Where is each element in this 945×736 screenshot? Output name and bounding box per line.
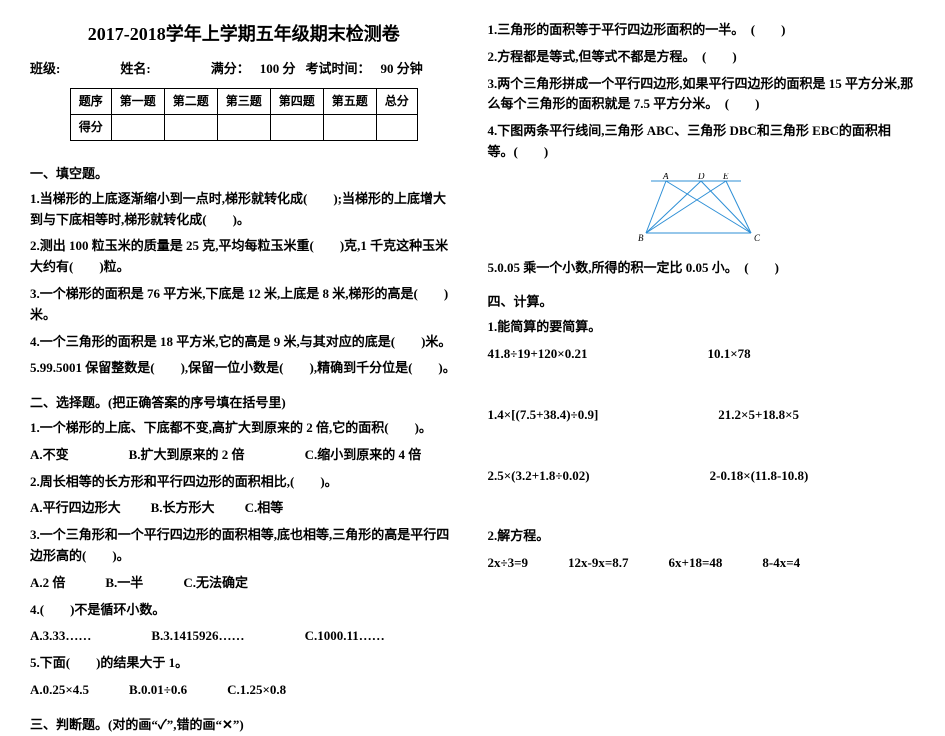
score-table-value-row: 得分 xyxy=(70,114,417,140)
section3-heading: 三、判断题。(对的画“✓”,错的画“✕”) xyxy=(30,715,458,736)
choice-c: C.缩小到原来的 4 倍 xyxy=(305,445,422,466)
choice-b: B.长方形大 xyxy=(151,498,215,519)
q2-5: 5.下面( )的结果大于 1。 xyxy=(30,653,458,674)
q2-2-choices: A.平行四边形大 B.长方形大 C.相等 xyxy=(30,498,458,519)
score-row-label: 得分 xyxy=(70,114,111,140)
score-header-cell: 总分 xyxy=(376,88,417,114)
choice-c: C.无法确定 xyxy=(183,573,248,594)
name-label: 姓名: xyxy=(120,59,150,80)
choice-b: B.0.01÷0.6 xyxy=(129,680,187,701)
q2-3-choices: A.2 倍 B.一半 C.无法确定 xyxy=(30,573,458,594)
svg-text:C: C xyxy=(754,233,761,243)
score-table: 题序 第一题 第二题 第三题 第四题 第五题 总分 得分 xyxy=(70,88,418,141)
choice-b: B.一半 xyxy=(105,573,143,594)
sec4-sub1-heading: 1.能简算的要简算。 xyxy=(488,317,916,338)
equation-row: 2x÷3=9 12x-9x=8.7 6x+18=48 8-4x=4 xyxy=(488,553,916,574)
q1-4: 4.一个三角形的面积是 18 平方米,它的高是 9 米,与其对应的底是( )米。 xyxy=(30,332,458,353)
calc-row-2: 1.4×[(7.5+38.4)÷0.9] 21.2×5+18.8×5 xyxy=(488,405,916,426)
calc-expr: 1.4×[(7.5+38.4)÷0.9] xyxy=(488,405,599,426)
calc-expr: 10.1×78 xyxy=(707,344,750,365)
meta-row: 班级: 姓名: 满分： 100 分 考试时间： 90 分钟 xyxy=(30,59,458,80)
fullscore-value: 100 分 xyxy=(260,59,296,80)
right-column: 1.三角形的面积等于平行四边形面积的一半。 ( ) 2.方程都是等式,但等式不都… xyxy=(488,20,916,634)
exam-title: 2017-2018学年上学期五年级期末检测卷 xyxy=(30,20,458,49)
class-blank xyxy=(70,59,110,80)
score-header-cell: 第一题 xyxy=(111,88,164,114)
choice-c: C.相等 xyxy=(245,498,284,519)
q2-1-choices: A.不变 B.扩大到原来的 2 倍 C.缩小到原来的 4 倍 xyxy=(30,445,458,466)
calc-expr: 41.8÷19+120×0.21 xyxy=(488,344,588,365)
q1-3: 3.一个梯形的面积是 76 平方米,下底是 12 米,上底是 8 米,梯形的高是… xyxy=(30,284,458,326)
equation: 6x+18=48 xyxy=(669,553,723,574)
fullscore-label: 满分： xyxy=(211,59,250,80)
q3-2: 2.方程都是等式,但等式不都是方程。 ( ) xyxy=(488,47,916,68)
q2-2: 2.周长相等的长方形和平行四边形的面积相比,( )。 xyxy=(30,472,458,493)
q3-3: 3.两个三角形拼成一个平行四边形,如果平行四边形的面积是 15 平方分米,那么每… xyxy=(488,74,916,116)
q2-5-choices: A.0.25×4.5 B.0.01÷0.6 C.1.25×0.8 xyxy=(30,680,458,701)
choice-a: A.0.25×4.5 xyxy=(30,680,89,701)
score-cell xyxy=(111,114,164,140)
choice-a: A.3.33…… xyxy=(30,626,91,647)
equation: 8-4x=4 xyxy=(762,553,800,574)
score-cell xyxy=(217,114,270,140)
choice-a: A.平行四边形大 xyxy=(30,498,121,519)
calc-row-1: 41.8÷19+120×0.21 10.1×78 xyxy=(488,344,916,365)
svg-text:E: E xyxy=(722,173,729,181)
section1-heading: 一、填空题。 xyxy=(30,164,458,185)
left-column: 2017-2018学年上学期五年级期末检测卷 班级: 姓名: 满分： 100 分… xyxy=(30,20,458,634)
choice-a: A.不变 xyxy=(30,445,69,466)
score-header-cell: 第五题 xyxy=(323,88,376,114)
triangle-figure: A D E B C xyxy=(488,173,916,250)
q2-4-choices: A.3.33…… B.3.1415926…… C.1000.11…… xyxy=(30,626,458,647)
score-header-cell: 题序 xyxy=(70,88,111,114)
choice-b: B.扩大到原来的 2 倍 xyxy=(129,445,245,466)
time-value: 90 分钟 xyxy=(380,59,422,80)
choice-b: B.3.1415926…… xyxy=(151,626,244,647)
svg-text:D: D xyxy=(697,173,705,181)
score-cell xyxy=(323,114,376,140)
score-cell xyxy=(164,114,217,140)
q1-1: 1.当梯形的上底逐渐缩小到一点时,梯形就转化成( );当梯形的上底增大到与下底相… xyxy=(30,189,458,231)
class-label: 班级: xyxy=(30,59,60,80)
q3-5: 5.0.05 乘一个小数,所得的积一定比 0.05 小。 ( ) xyxy=(488,258,916,279)
score-header-cell: 第四题 xyxy=(270,88,323,114)
triangle-svg: A D E B C xyxy=(631,173,771,243)
equation: 2x÷3=9 xyxy=(488,553,529,574)
q3-4: 4.下图两条平行线间,三角形 ABC、三角形 DBC和三角形 EBC的面积相等。… xyxy=(488,121,916,163)
score-cell xyxy=(270,114,323,140)
choice-a: A.2 倍 xyxy=(30,573,65,594)
time-label: 考试时间： xyxy=(305,59,370,80)
choice-c: C.1000.11…… xyxy=(305,626,385,647)
calc-row-3: 2.5×(3.2+1.8÷0.02) 2-0.18×(11.8-10.8) xyxy=(488,466,916,487)
sec4-sub2-heading: 2.解方程。 xyxy=(488,526,916,547)
equation: 12x-9x=8.7 xyxy=(568,553,629,574)
calc-expr: 2.5×(3.2+1.8÷0.02) xyxy=(488,466,590,487)
score-table-header-row: 题序 第一题 第二题 第三题 第四题 第五题 总分 xyxy=(70,88,417,114)
calc-expr: 21.2×5+18.8×5 xyxy=(718,405,799,426)
score-header-cell: 第三题 xyxy=(217,88,270,114)
svg-text:A: A xyxy=(662,173,669,181)
q2-1: 1.一个梯形的上底、下底都不变,高扩大到原来的 2 倍,它的面积( )。 xyxy=(30,418,458,439)
svg-text:B: B xyxy=(638,233,644,243)
q1-2: 2.测出 100 粒玉米的质量是 25 克,平均每粒玉米重( )克,1 千克这种… xyxy=(30,236,458,278)
score-cell xyxy=(376,114,417,140)
section2-heading: 二、选择题。(把正确答案的序号填在括号里) xyxy=(30,393,458,414)
q2-4: 4.( )不是循环小数。 xyxy=(30,600,458,621)
choice-c: C.1.25×0.8 xyxy=(227,680,286,701)
score-header-cell: 第二题 xyxy=(164,88,217,114)
q1-5: 5.99.5001 保留整数是( ),保留一位小数是( ),精确到千分位是( )… xyxy=(30,358,458,379)
q3-1: 1.三角形的面积等于平行四边形面积的一半。 ( ) xyxy=(488,20,916,41)
section4-heading: 四、计算。 xyxy=(488,292,916,313)
q2-3: 3.一个三角形和一个平行四边形的面积相等,底也相等,三角形的高是平行四边形高的(… xyxy=(30,525,458,567)
calc-expr: 2-0.18×(11.8-10.8) xyxy=(710,466,809,487)
name-blank xyxy=(161,59,201,80)
